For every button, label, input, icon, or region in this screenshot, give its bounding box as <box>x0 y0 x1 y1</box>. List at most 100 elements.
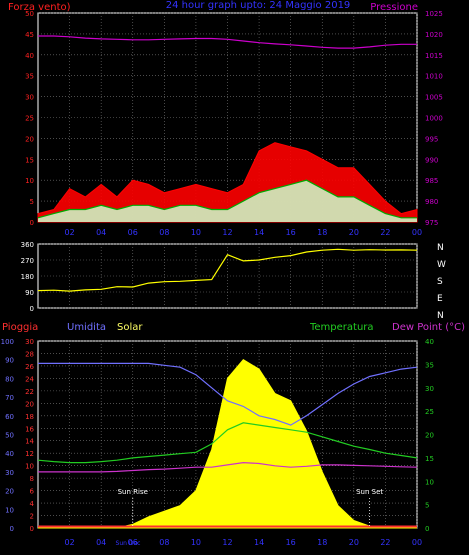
time-tick-label: 08 <box>159 228 169 237</box>
compass-label: W <box>437 260 446 270</box>
pressure-tick-label: 980 <box>425 198 438 206</box>
time-tick-label: 22 <box>380 538 390 547</box>
humidity-tick-label: 10 <box>25 463 34 471</box>
wind-avg-fill <box>38 180 417 222</box>
temperature-tick-label: 30 <box>425 385 434 393</box>
time-tick-label: 16 <box>286 538 296 547</box>
pressure-tick-label: 990 <box>425 156 438 164</box>
wind-tick-label: 15 <box>25 156 34 164</box>
rain-tick-label: 40 <box>5 450 14 458</box>
wind-pressure-panel: 0510152025303540455097598098599099510001… <box>25 10 443 237</box>
time-tick-label: 06 <box>128 228 138 237</box>
temperature-tick-label: 20 <box>425 432 434 440</box>
humidity-tick-label: 30 <box>25 338 34 346</box>
pressure-tick-label: 1000 <box>425 115 443 123</box>
humidity-tick-label: 12 <box>25 450 34 458</box>
rain-tick-label: 30 <box>5 469 14 477</box>
direction-tick-label: 360 <box>21 241 34 249</box>
pressure-tick-label: 1015 <box>425 52 443 60</box>
rain-tick-label: 70 <box>5 394 14 402</box>
humidity-tick-label: 0 <box>30 525 34 533</box>
temperature-tick-label: 0 <box>425 525 429 533</box>
humidity-tick-label: 16 <box>25 425 34 433</box>
humidity-tick-label: 22 <box>25 388 34 396</box>
compass-label: E <box>437 294 443 304</box>
wind-tick-label: 45 <box>25 31 34 39</box>
wind-tick-label: 20 <box>25 135 34 143</box>
direction-tick-label: 0 <box>30 305 34 313</box>
time-tick-label: 10 <box>191 228 201 237</box>
temperature-tick-label: 25 <box>425 408 434 416</box>
time-tick-label: 06 <box>128 538 138 547</box>
wind-tick-label: 10 <box>25 177 34 185</box>
rain-tick-label: 50 <box>5 432 14 440</box>
temperature-tick-label: 35 <box>425 361 434 369</box>
time-tick-label: 18 <box>317 538 327 547</box>
humidity-tick-label: 26 <box>25 363 34 371</box>
humidity-line <box>38 362 418 426</box>
wind-tick-label: 40 <box>25 52 34 60</box>
time-tick-label: 16 <box>286 228 296 237</box>
time-tick-label: 04 <box>96 228 106 237</box>
pressure-tick-label: 1010 <box>425 73 443 81</box>
time-tick-label: 08 <box>159 538 169 547</box>
temperature-tick-label: 40 <box>425 338 434 346</box>
humidity-tick-label: 8 <box>30 475 34 483</box>
chart-title: 24 hour graph upto: 24 Maggio 2019 <box>166 0 351 11</box>
humidity-tick-label: 20 <box>25 400 34 408</box>
humidity-tick-label: 14 <box>25 438 34 446</box>
rain-tick-label: 80 <box>5 375 14 383</box>
rain-tick-label: 0 <box>10 525 14 533</box>
solar-area <box>38 359 417 529</box>
time-tick-label: 14 <box>254 228 264 237</box>
humidity-tick-label: 24 <box>25 375 34 383</box>
temperature-line <box>37 422 418 464</box>
time-tick-label: 20 <box>349 538 359 547</box>
time-tick-label: 14 <box>254 538 264 547</box>
time-tick-label: 02 <box>64 538 74 547</box>
time-tick-label: 22 <box>380 228 390 237</box>
time-tick-label: 12 <box>222 228 232 237</box>
dew-point-label: Dew Point (°C) <box>392 322 465 333</box>
humidity-tick-label: 18 <box>25 413 34 421</box>
time-tick-label: 18 <box>317 228 327 237</box>
rain-tick-label: 100 <box>1 338 14 346</box>
rain-tick-label: 10 <box>5 506 14 514</box>
wind-direction-line <box>37 248 418 292</box>
rain-tick-label: 90 <box>5 357 14 365</box>
wind-tick-label: 35 <box>25 73 34 81</box>
wind-avg-line <box>37 179 417 219</box>
pressure-tick-label: 975 <box>425 219 438 227</box>
direction-tick-label: 90 <box>25 289 34 297</box>
dew-point-line <box>38 461 418 473</box>
direction-tick-label: 270 <box>21 257 34 265</box>
wind-tick-label: 50 <box>25 10 34 18</box>
sun-annotation: Sun Set <box>356 488 383 496</box>
time-tick-label: 10 <box>191 538 201 547</box>
pressure-axis-label: Pressione <box>370 2 418 13</box>
direction-tick-label: 180 <box>21 273 34 281</box>
humidity-label: Umidita <box>67 322 106 333</box>
compass-label: N <box>437 243 444 253</box>
time-tick-label: 12 <box>222 538 232 547</box>
temperature-label: Temperatura <box>309 322 374 333</box>
wind-tick-label: 30 <box>25 94 34 102</box>
pressure-tick-label: 1005 <box>425 94 443 102</box>
time-tick-label: 02 <box>64 228 74 237</box>
pressure-line <box>38 35 417 49</box>
weather-panel: 0102030405060708090100024681012141618202… <box>1 338 434 547</box>
pressure-tick-label: 1020 <box>425 31 443 39</box>
wind-tick-label: 5 <box>30 198 34 206</box>
temperature-tick-label: 15 <box>425 455 434 463</box>
time-tick-label: 00 <box>412 228 422 237</box>
pressure-tick-label: 1025 <box>425 10 443 18</box>
compass-label: N <box>437 311 444 321</box>
wind-axis-label: Forza vento) <box>8 2 71 13</box>
humidity-tick-label: 2 <box>30 513 34 521</box>
sun-annotation: Sun Rise <box>118 488 148 496</box>
pressure-tick-label: 995 <box>425 135 438 143</box>
wind-tick-label: 25 <box>25 115 34 123</box>
rain-tick-label: 60 <box>5 413 14 421</box>
